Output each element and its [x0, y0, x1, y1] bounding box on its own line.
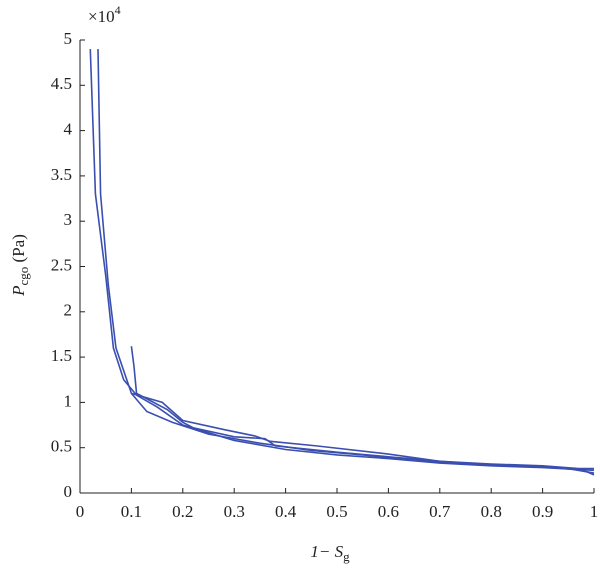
y-multiplier: ×104 [88, 3, 121, 26]
x-tick-label: 0.7 [429, 502, 451, 521]
y-tick-label: 4.5 [51, 74, 72, 93]
y-tick-label: 3 [64, 210, 73, 229]
x-tick-label: 0.5 [326, 502, 347, 521]
x-tick-label: 0.9 [532, 502, 553, 521]
x-tick-label: 0.4 [275, 502, 297, 521]
y-tick-label: 0 [64, 482, 73, 501]
x-tick-label: 0 [76, 502, 85, 521]
series-line [89, 49, 595, 472]
x-tick-label: 1 [590, 502, 599, 521]
x-tick-label: 0.1 [121, 502, 142, 521]
x-tick-label: 0.2 [172, 502, 193, 521]
series-line [97, 49, 595, 474]
y-tick-label: 4 [64, 120, 73, 139]
y-tick-label: 3.5 [51, 165, 72, 184]
x-tick-label: 0.3 [224, 502, 245, 521]
x-tick-label: 0.6 [378, 502, 399, 521]
x-axis-label: 1− Sg [310, 542, 350, 564]
y-tick-label: 0.5 [51, 437, 72, 456]
y-tick-label: 1 [64, 391, 73, 410]
y-tick-label: 5 [64, 29, 73, 48]
series-line [130, 346, 595, 476]
y-tick-label: 2 [64, 301, 73, 320]
series-line [131, 392, 594, 470]
y-axis-label: Pcgo (Pa) [9, 234, 31, 297]
x-tick-label: 0.8 [481, 502, 502, 521]
y-tick-label: 1.5 [51, 346, 72, 365]
y-tick-label: 2.5 [51, 255, 72, 274]
